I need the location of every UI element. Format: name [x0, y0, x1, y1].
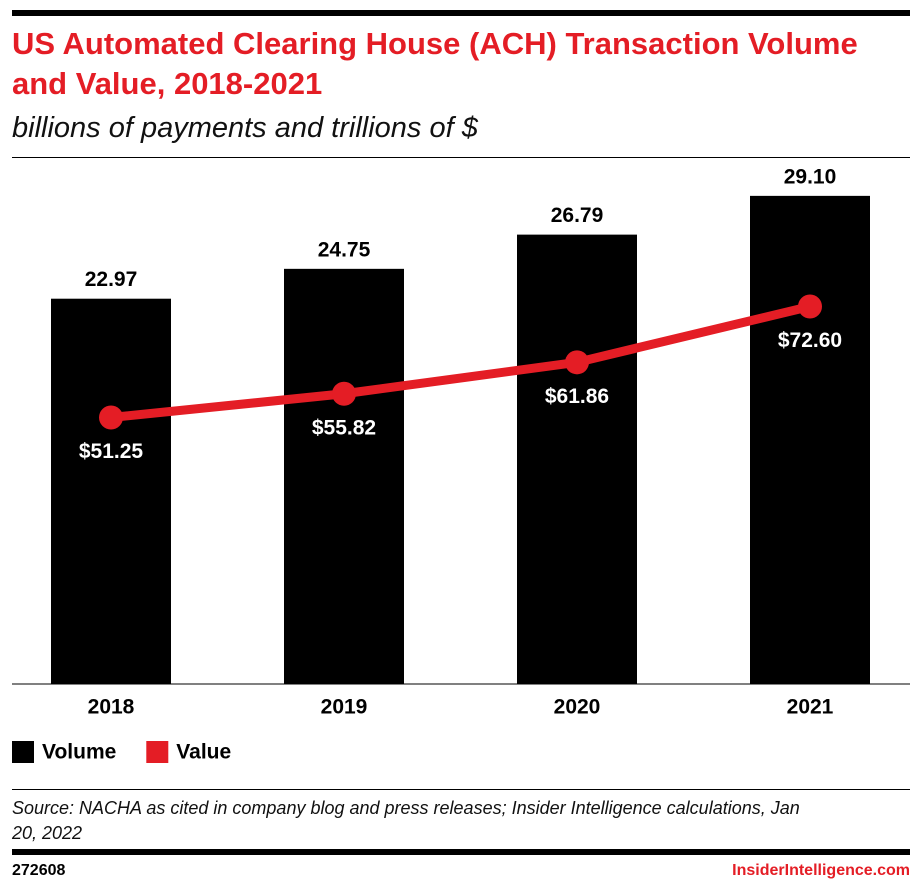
x-tick-label: 2020 — [554, 696, 601, 719]
bar — [517, 234, 637, 684]
brand: InsiderIntelligence.com — [732, 862, 910, 879]
data-label: $61.86 — [545, 385, 609, 408]
source-rule — [12, 789, 910, 790]
data-label: 24.75 — [318, 238, 371, 261]
legend-swatch — [146, 741, 169, 763]
chart: 2018 2019 2020 2021 22.97 24.75 26.79 29.10 $51.… — [12, 165, 910, 764]
data-label: 29.10 — [784, 165, 837, 188]
line-marker — [332, 381, 356, 406]
source-note: Source: NACHA as cited in company blog a… — [12, 798, 800, 843]
chart-title: US Automated Clearing House (ACH) Transa… — [12, 26, 858, 101]
data-label: $51.25 — [79, 440, 144, 463]
bottom-rule — [12, 849, 910, 855]
x-tick-label: 2018 — [88, 696, 135, 719]
bar — [750, 195, 870, 684]
top-rule — [12, 10, 910, 16]
chart-id: 272608 — [12, 862, 66, 879]
x-tick-label: 2021 — [787, 696, 834, 719]
data-label: 26.79 — [551, 204, 604, 227]
data-label: 22.97 — [85, 268, 138, 291]
bar — [284, 268, 404, 684]
legend-swatch — [12, 741, 34, 763]
data-label: $55.82 — [312, 416, 376, 439]
x-tick-label: 2019 — [321, 696, 368, 719]
legend-label: Value — [176, 741, 231, 764]
data-label: $72.60 — [778, 329, 842, 352]
header-rule — [12, 157, 910, 158]
bar — [51, 298, 171, 684]
line-marker — [565, 350, 589, 375]
line — [110, 302, 812, 422]
legend-label: Volume — [42, 741, 116, 764]
chart-subtitle: billions of payments and trillions of $ — [12, 112, 478, 144]
line-marker — [798, 294, 822, 319]
line-marker — [99, 405, 123, 430]
